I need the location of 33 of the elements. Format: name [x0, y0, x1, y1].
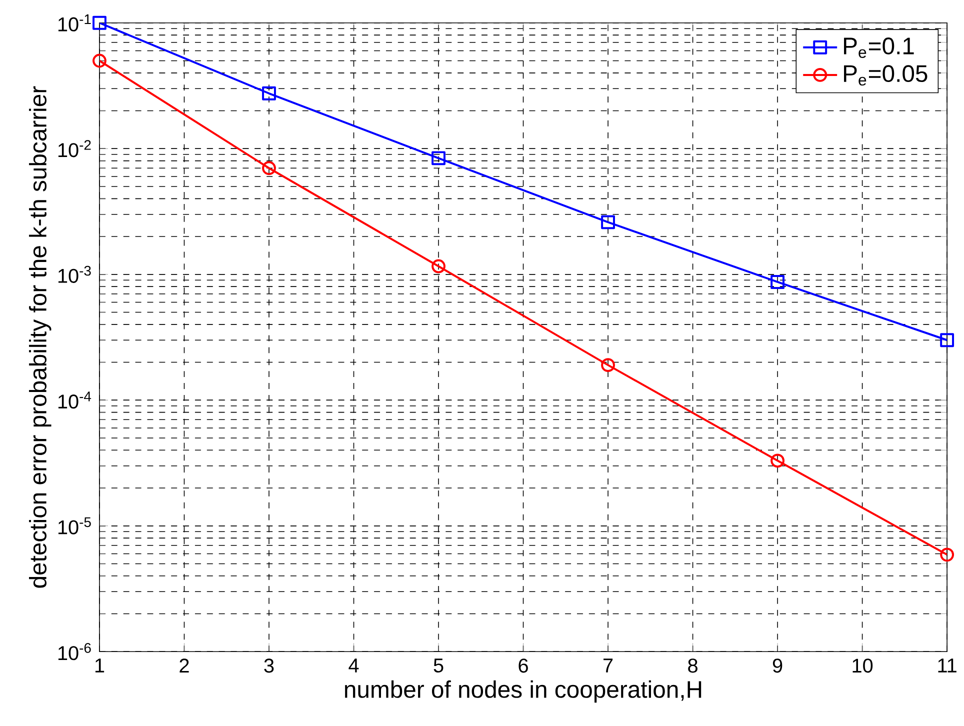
point	[92, 54, 106, 68]
y-axis-title: detection error probability for the k-th subcarrier	[29, 86, 52, 588]
point	[601, 215, 615, 230]
point	[432, 151, 446, 166]
y-tick-label: 10$^{-4}$	[58, 392, 92, 409]
point	[770, 274, 784, 289]
x-axis-title: number of nodes in cooperation,H	[345, 680, 702, 703]
point	[940, 548, 954, 562]
point	[601, 358, 615, 372]
x-tick-label: 8	[688, 658, 698, 673]
x-tick-label: 5	[434, 658, 444, 672]
point	[432, 259, 446, 274]
y-tick-label: 10$^{-5}$	[58, 517, 91, 534]
point	[262, 86, 276, 100]
y-tick-label: 10$^{-2}$	[58, 140, 91, 158]
point	[262, 161, 276, 175]
point	[940, 333, 954, 347]
point	[92, 16, 106, 30]
x-tick-label: 4	[348, 658, 359, 672]
x-tick-label: 6	[518, 658, 528, 673]
y-tick-label: 10$^{-1}$	[58, 14, 91, 32]
x-tick-label: 9	[772, 658, 782, 673]
y-tick-label: 10$^{-3}$	[58, 266, 91, 283]
x-tick-label: 3	[264, 658, 274, 673]
x-tick-label: 1	[95, 658, 104, 672]
x-tick-label: 10	[852, 658, 873, 673]
legend-label: P$_{e}$=0.1	[844, 37, 914, 58]
x-tick-label: 7	[604, 658, 613, 672]
point	[770, 454, 784, 468]
legend-label: P$_{e}$=0.05	[844, 65, 928, 86]
y-tick-label: 10$^{-6}$	[58, 642, 91, 660]
x-tick-label: 2	[180, 658, 189, 672]
x-tick-label: 11	[938, 658, 956, 672]
